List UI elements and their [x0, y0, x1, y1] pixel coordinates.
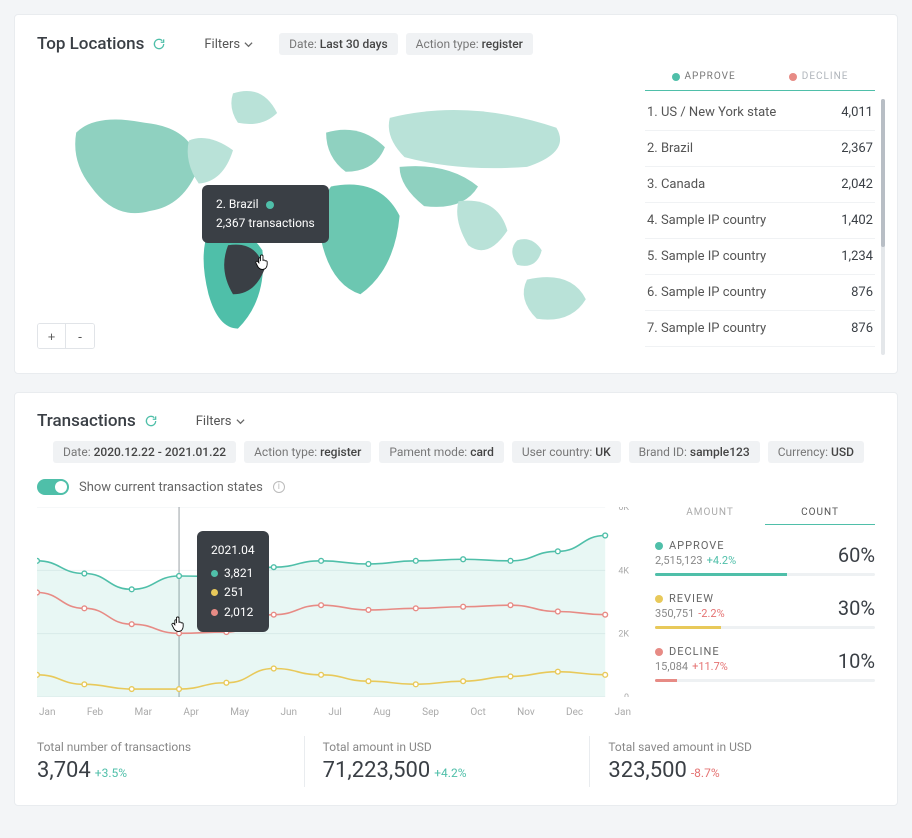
filter-chip[interactable]: Date: Last 30 days [279, 33, 398, 55]
stats-panel: AMOUNT COUNT APPROVE 2,515,123+4.2% 60% … [655, 507, 875, 718]
stat-block: DECLINE 15,084+11.7% 10% [655, 645, 875, 682]
dot-icon [789, 73, 797, 81]
zoom-in-button[interactable]: + [38, 324, 66, 348]
total-col: Total amount in USD 71,223,500+4.2% [304, 736, 590, 787]
x-tick: May [230, 707, 249, 718]
filters-label: Filters [204, 37, 240, 52]
top-locations-card: Top Locations Filters Date: Last 30 days… [14, 14, 898, 374]
dot-icon [211, 609, 218, 616]
stats-tabs: AMOUNT COUNT [655, 507, 875, 525]
show-states-toggle[interactable] [37, 479, 69, 495]
filter-chip[interactable]: Brand ID: sample123 [629, 441, 760, 463]
zoom-out-button[interactable]: - [66, 324, 94, 348]
chevron-down-icon [236, 417, 245, 426]
location-row[interactable]: 6. Sample IP country876 [645, 275, 875, 311]
dot-icon [655, 595, 663, 603]
line-chart-svg: 0 2K 4K 6K [37, 507, 633, 697]
top-locations-title-wrap: Top Locations [37, 34, 166, 54]
stat-block: REVIEW 350,751-2.2% 30% [655, 592, 875, 629]
dot-icon [211, 589, 218, 596]
transactions-title-wrap: Transactions [37, 411, 158, 431]
filter-chip[interactable]: Pament mode: card [379, 441, 503, 463]
transactions-chart[interactable]: 0 2K 4K 6K Jan Feb Mar Apr May Jun Jul Aug Sep Oct No… [37, 507, 633, 718]
x-tick: Nov [517, 707, 535, 718]
filter-chip[interactable]: User country: UK [512, 441, 621, 463]
chevron-down-icon [244, 40, 253, 49]
filters-label: Filters [196, 414, 232, 429]
location-row[interactable]: 3. Canada2,042 [645, 167, 875, 203]
location-row[interactable]: 5. Sample IP country1,234 [645, 239, 875, 275]
top-locations-title: Top Locations [37, 34, 144, 54]
refresh-icon[interactable] [152, 37, 166, 51]
filter-chip[interactable]: Currency: USD [768, 441, 864, 463]
location-row[interactable]: 7. Sample IP country876 [645, 311, 875, 347]
x-tick: Jul [328, 707, 341, 718]
location-row[interactable]: 2. Brazil2,367 [645, 131, 875, 167]
x-tick: Dec [566, 707, 583, 718]
transactions-card: Transactions Filters Date: 2020.12.22 - … [14, 392, 898, 806]
x-tick: Jun [280, 707, 297, 718]
transactions-header: Transactions Filters Date: 2020.12.22 - … [37, 411, 875, 463]
toggle-label: Show current transaction states [79, 480, 263, 495]
info-icon[interactable]: i [273, 481, 285, 493]
svg-text:2K: 2K [618, 630, 629, 640]
svg-text:0: 0 [624, 693, 629, 697]
location-legend: APPROVE DECLINE [645, 71, 875, 91]
svg-text:6K: 6K [618, 507, 629, 513]
chart-tooltip: 2021.04 3,8212512,012 [197, 531, 269, 632]
x-tick: Apr [183, 707, 199, 718]
scrollbar[interactable] [881, 99, 885, 355]
transactions-body: 0 2K 4K 6K Jan Feb Mar Apr May Jun Jul Aug Sep Oct No… [37, 507, 875, 718]
world-map[interactable]: 2. Brazil 2,367 transactions + - [37, 71, 625, 355]
refresh-icon[interactable] [144, 414, 158, 428]
location-list: APPROVE DECLINE 1. US / New York state4,… [645, 71, 875, 355]
totals-row: Total number of transactions 3,704+3.5%T… [37, 736, 875, 787]
location-row[interactable]: 4. Sample IP country1,402 [645, 203, 875, 239]
x-tick: Feb [87, 707, 103, 718]
filter-chips: Date: 2020.12.22 - 2021.01.22 Action type… [53, 441, 864, 463]
dot-icon [211, 570, 218, 577]
toggle-row: Show current transaction states i [37, 479, 875, 495]
dot-icon [655, 648, 663, 656]
filters-dropdown[interactable]: Filters [196, 414, 245, 429]
stat-block: APPROVE 2,515,123+4.2% 60% [655, 539, 875, 576]
tab-amount[interactable]: AMOUNT [655, 507, 765, 525]
legend-approve[interactable]: APPROVE [672, 71, 736, 82]
x-tick: Aug [373, 707, 391, 718]
legend-decline[interactable]: DECLINE [789, 71, 849, 82]
x-tick: Jan [614, 707, 630, 718]
tab-count[interactable]: COUNT [765, 507, 875, 525]
world-map-svg [37, 71, 625, 351]
filter-chip[interactable]: Action type: register [244, 441, 371, 463]
filter-chip[interactable]: Date: 2020.12.22 - 2021.01.22 [53, 441, 236, 463]
map-zoom-controls: + - [37, 323, 95, 349]
dot-icon [655, 542, 663, 550]
x-tick: Jan [39, 707, 55, 718]
top-locations-body: 2. Brazil 2,367 transactions + - APPROVE… [37, 71, 875, 355]
total-col: Total saved amount in USD 323,500-8.7% [589, 736, 875, 787]
x-tick: Sep [422, 707, 439, 718]
x-tick: Oct [470, 707, 485, 718]
filters-dropdown[interactable]: Filters [204, 37, 253, 52]
transactions-title: Transactions [37, 411, 136, 431]
top-locations-header: Top Locations Filters Date: Last 30 days… [37, 33, 875, 55]
filter-chips: Date: Last 30 days Action type: register [279, 33, 533, 55]
x-tick: Mar [135, 707, 153, 718]
filter-chip[interactable]: Action type: register [406, 33, 533, 55]
location-row[interactable]: 1. US / New York state4,011 [645, 95, 875, 131]
total-col: Total number of transactions 3,704+3.5% [37, 736, 304, 787]
svg-text:4K: 4K [618, 566, 629, 576]
chart-tooltip-title: 2021.04 [211, 541, 255, 560]
dot-icon [672, 73, 680, 81]
chart-x-axis: Jan Feb Mar Apr May Jun Jul Aug Sep Oct Nov Dec Jan [37, 701, 633, 718]
